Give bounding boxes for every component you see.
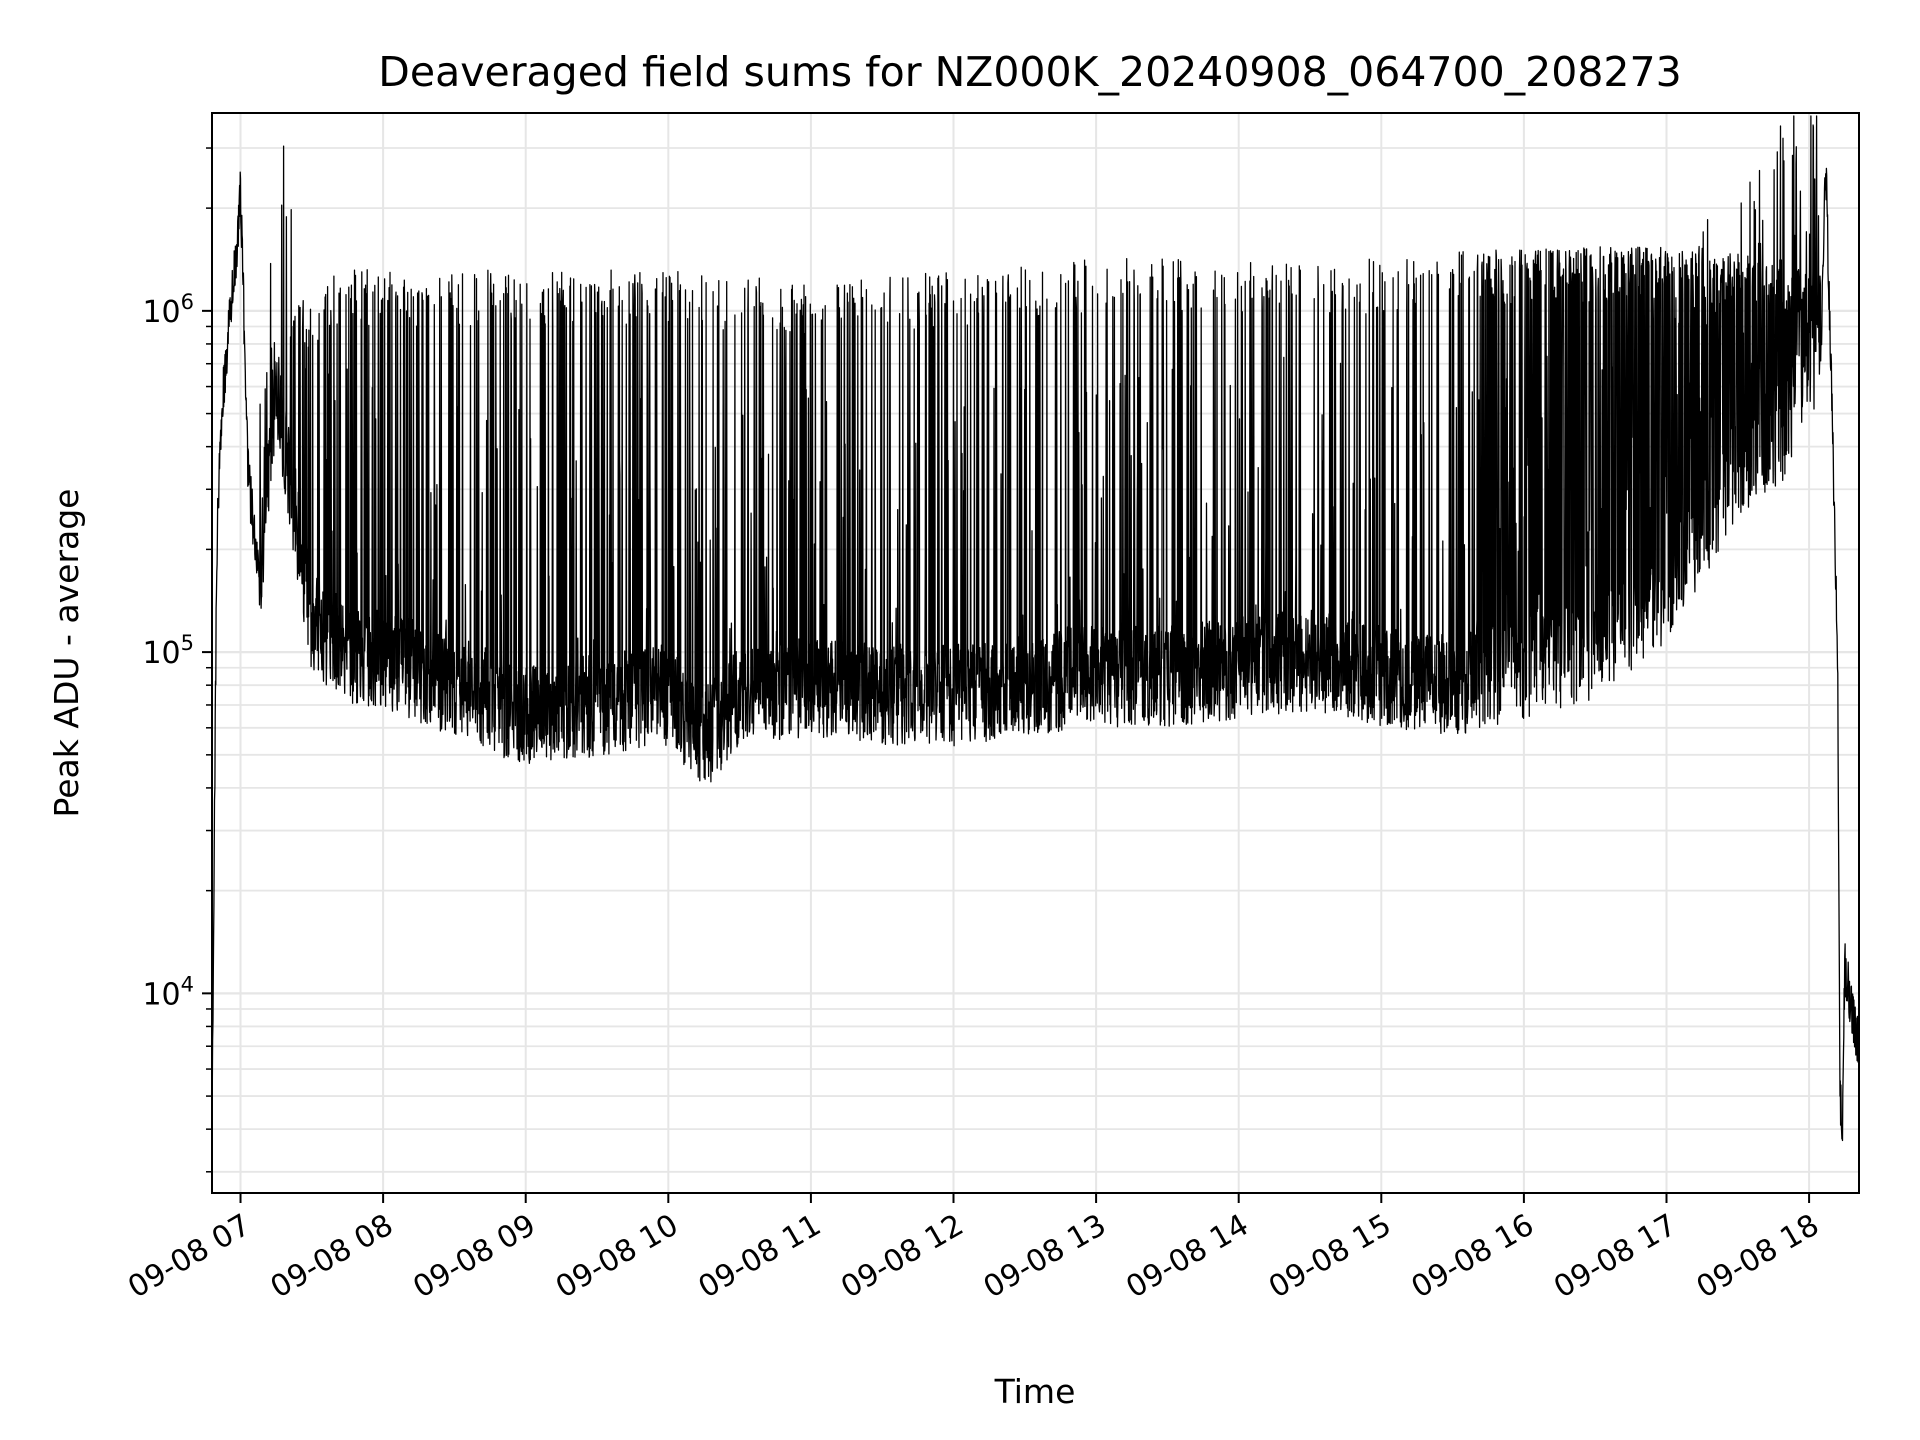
- y-axis: 104 105 106: [142, 147, 212, 1173]
- y-tick-label: 105: [142, 631, 194, 671]
- series-line: [211, 115, 1860, 1142]
- x-axis-label: Time: [994, 1372, 1076, 1411]
- series-layer: [211, 115, 1860, 1142]
- y-axis-label: Peak ADU - average: [47, 489, 86, 818]
- y-tick-label: 104: [142, 972, 194, 1012]
- y-tick-label: 106: [142, 290, 194, 330]
- chart-title: Deaveraged field sums for NZ000K_2024090…: [378, 48, 1681, 96]
